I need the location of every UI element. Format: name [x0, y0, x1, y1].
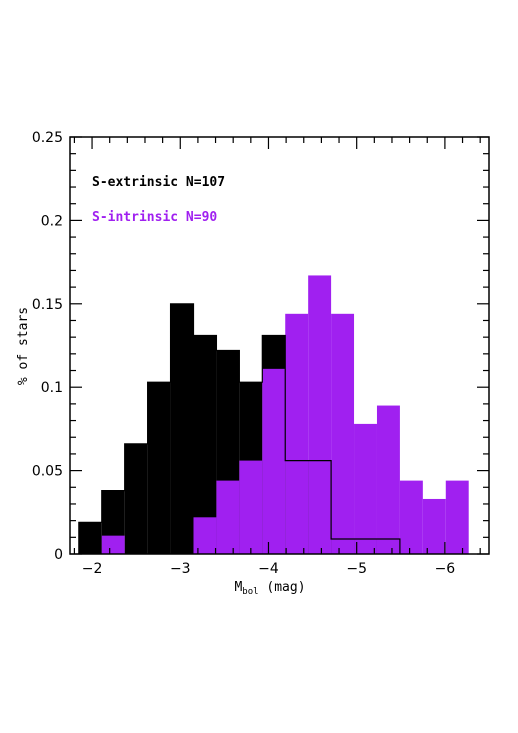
x-axis-label: Mbol (mag) [234, 580, 305, 597]
extrinsic-bar [78, 522, 102, 554]
intrinsic-bar [376, 405, 400, 554]
intrinsic-bar [399, 480, 423, 554]
extrinsic-bar [170, 303, 194, 554]
x-axis-label-sub: bol [242, 587, 258, 597]
extrinsic-bar [193, 335, 217, 554]
intrinsic-bar [262, 368, 286, 554]
extrinsic-bar [147, 382, 171, 554]
x-tick-label: −6 [435, 561, 456, 577]
y-tick-label: 0 [54, 547, 63, 563]
intrinsic-bar [101, 535, 125, 554]
intrinsic-bar [445, 480, 469, 554]
x-tick-label: −3 [170, 561, 191, 577]
legend-s-intrinsic: S-intrinsic N=90 [92, 210, 217, 225]
y-tick-label: 0.25 [32, 130, 63, 146]
y-axis-label: % of stars [16, 307, 31, 385]
y-tick-label: 0.15 [32, 297, 63, 313]
intrinsic-bar [422, 498, 446, 554]
plot-frame [69, 136, 490, 555]
legend-s-extrinsic: S-extrinsic N=107 [92, 175, 225, 190]
y-tick-label: 0.1 [41, 380, 63, 396]
x-axis-label-main: M [234, 580, 242, 595]
intrinsic-bar [193, 517, 217, 554]
extrinsic-bar [124, 443, 148, 554]
y-tick-label: 0.05 [32, 464, 63, 480]
series-s-intrinsic [101, 275, 469, 554]
x-tick-label: −5 [346, 561, 367, 577]
intrinsic-bar [216, 480, 240, 554]
intrinsic-bar [239, 460, 263, 554]
x-tick-label: −4 [258, 561, 279, 577]
y-tick-label: 0.2 [41, 213, 63, 229]
intrinsic-bar [354, 423, 377, 554]
intrinsic-bar [331, 313, 355, 554]
x-tick-label: −2 [82, 561, 103, 577]
x-axis-label-rest: (mag) [259, 580, 306, 595]
axis-ticks [70, 136, 489, 555]
intrinsic-bar [285, 313, 309, 554]
axis-tick-labels: −2 −3 −4 −5 −6 0 0.05 0.1 0.15 0.2 0.25 [32, 130, 455, 577]
s-extrinsic-outline [78, 303, 401, 554]
intrinsic-bar [308, 275, 332, 554]
